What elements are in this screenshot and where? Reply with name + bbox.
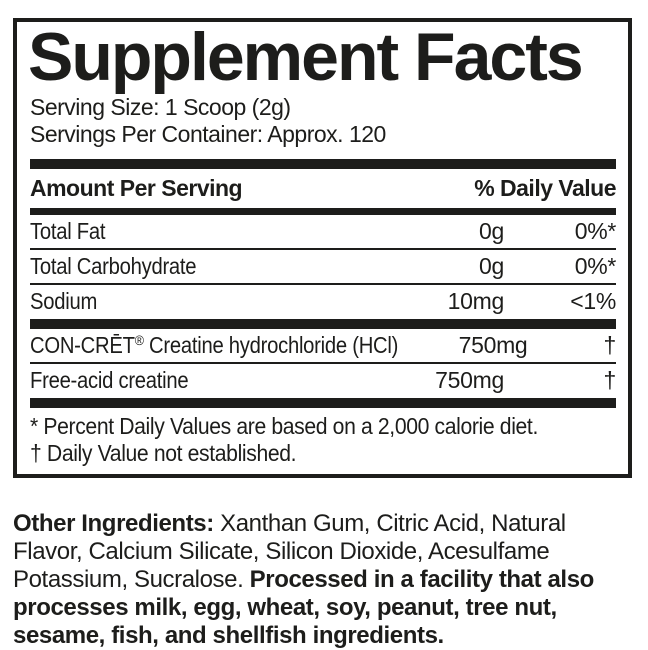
divider-thick [30,397,616,408]
active-daily-value: † [603,367,617,394]
daily-value-header: % Daily Value [474,175,616,202]
nutrient-amount: 0g [479,253,504,280]
servings-per-container: Servings Per Container: Approx. 120 [30,120,386,147]
amount-per-serving-header: Amount Per Serving [30,175,243,202]
divider-thick [30,318,616,329]
nutrient-name: Total Carbohydrate [30,253,197,280]
nutrient-daily-value: 0%* [574,253,617,280]
nutrient-row-sodium: Sodium 10mg <1% [30,283,616,318]
active-name: CON-CRĒT® Creatine hydrochloride (HCl) [30,332,398,358]
divider-medium [30,207,616,215]
nutrient-amount: 10mg [447,288,505,315]
nutrient-daily-value: 0%* [574,217,617,244]
nutrient-name: Total Fat [30,217,106,244]
active-row-con-cret-creatine-hcl: CON-CRĒT® Creatine hydrochloride (HCl) 7… [30,329,616,362]
nutrient-name: Sodium [30,288,98,315]
footnotes: * Percent Daily Values are based on a 2,… [30,408,616,467]
brand-name: CON-CRĒT [30,331,135,358]
active-amount: 750mg [435,367,504,394]
panel-title: Supplement Facts [28,19,584,95]
nutrient-row-total-fat: Total Fat 0g 0%* [30,215,616,248]
column-header-row: Amount Per Serving % Daily Value [30,169,616,207]
active-daily-value: † [603,331,617,358]
divider-thick [30,159,616,170]
other-ingredients-paragraph: Other Ingredients: Xanthan Gum, Citric A… [13,510,641,650]
other-ingredients-list: Xanthan Gum, Citric Acid, Natural Flavor… [13,510,566,593]
active-name-rest: Creatine hydrochloride (HCl) [143,331,399,358]
footnote-percent-daily-value: * Percent Daily Values are based on a 2,… [30,412,538,439]
active-amount: 750mg [458,331,528,358]
nutrient-daily-value: <1% [570,288,616,315]
nutrient-row-total-carbohydrate: Total Carbohydrate 0g 0%* [30,248,616,283]
supplement-facts-panel: Supplement Facts Serving Size: 1 Scoop (… [13,18,632,478]
footnote-daily-value-not-established: † Daily Value not established. [30,439,297,466]
registered-trademark-symbol: ® [134,333,144,350]
nutrient-amount: 0g [479,217,504,244]
active-name: Free-acid creatine [30,367,189,394]
serving-size: Serving Size: 1 Scoop (2g) [30,94,291,121]
active-row-free-acid-creatine: Free-acid creatine 750mg † [30,362,616,397]
other-ingredients-label: Other Ingredients: [13,510,214,537]
